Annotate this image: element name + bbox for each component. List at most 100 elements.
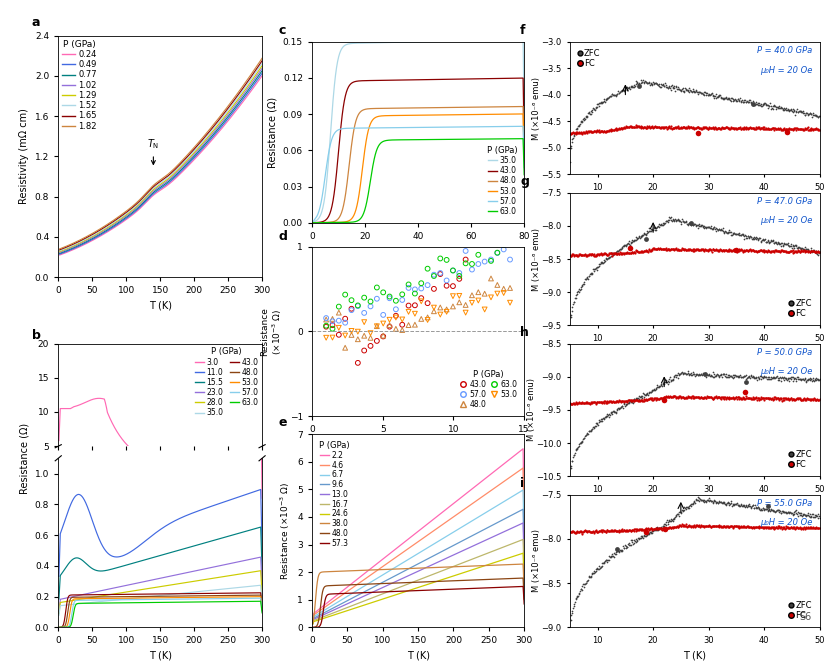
Point bbox=[491, 289, 504, 299]
Point bbox=[775, 238, 789, 248]
Point bbox=[706, 91, 719, 101]
Point bbox=[453, 274, 466, 285]
Point bbox=[666, 215, 679, 226]
Point bbox=[636, 74, 650, 85]
Point bbox=[724, 227, 737, 238]
Point bbox=[567, 600, 581, 611]
Point bbox=[673, 507, 686, 518]
Point bbox=[614, 86, 627, 97]
Point bbox=[670, 82, 683, 93]
Point bbox=[607, 90, 620, 101]
Point bbox=[610, 395, 623, 406]
Point bbox=[575, 127, 588, 138]
Point bbox=[575, 282, 588, 293]
Point bbox=[591, 397, 604, 407]
Point bbox=[459, 258, 473, 268]
Point bbox=[588, 105, 602, 115]
Point bbox=[666, 244, 679, 254]
Point bbox=[615, 243, 628, 254]
Point bbox=[769, 521, 782, 532]
Point bbox=[722, 93, 735, 103]
Point bbox=[755, 235, 769, 246]
Point bbox=[638, 531, 651, 541]
Point bbox=[570, 397, 583, 408]
Point bbox=[702, 221, 716, 232]
Point bbox=[622, 538, 636, 549]
Point bbox=[658, 523, 671, 534]
Point bbox=[711, 122, 724, 133]
Point bbox=[696, 244, 710, 255]
Point bbox=[602, 396, 616, 407]
Point bbox=[775, 395, 789, 406]
Point bbox=[771, 375, 785, 386]
Point bbox=[608, 549, 622, 560]
Point bbox=[745, 393, 759, 404]
Point bbox=[453, 268, 466, 278]
Point bbox=[620, 122, 633, 133]
Point bbox=[668, 513, 681, 523]
Point bbox=[756, 392, 770, 403]
Point bbox=[578, 525, 592, 536]
Point bbox=[755, 99, 768, 109]
Point bbox=[673, 391, 686, 401]
Point bbox=[779, 246, 792, 256]
Point bbox=[478, 227, 492, 238]
Point bbox=[617, 248, 631, 258]
Point bbox=[632, 523, 646, 534]
Point bbox=[764, 247, 777, 258]
Point bbox=[720, 93, 733, 104]
Point bbox=[728, 229, 741, 240]
Point bbox=[621, 397, 634, 408]
Point bbox=[683, 503, 696, 513]
Point bbox=[597, 248, 611, 259]
Point bbox=[746, 391, 760, 402]
Point bbox=[668, 121, 681, 132]
Point bbox=[592, 259, 606, 270]
Point bbox=[754, 99, 767, 110]
Point bbox=[783, 247, 796, 258]
Point bbox=[755, 122, 768, 133]
Point bbox=[805, 124, 819, 135]
Point bbox=[702, 88, 716, 99]
Point bbox=[805, 375, 819, 386]
Point bbox=[745, 234, 759, 244]
Point bbox=[666, 123, 679, 134]
Point bbox=[708, 393, 721, 404]
Point bbox=[701, 520, 714, 531]
Point bbox=[648, 525, 661, 535]
Point bbox=[706, 366, 720, 377]
Point bbox=[617, 123, 631, 134]
Point bbox=[641, 246, 655, 257]
Point bbox=[766, 123, 780, 134]
Point bbox=[761, 234, 775, 245]
Point bbox=[667, 81, 681, 91]
Point bbox=[730, 370, 744, 381]
Point bbox=[693, 392, 706, 403]
Point bbox=[612, 546, 625, 557]
Point bbox=[572, 527, 586, 537]
Point bbox=[708, 223, 721, 234]
Point bbox=[735, 244, 748, 255]
Point bbox=[690, 85, 703, 96]
Point bbox=[693, 493, 706, 503]
Point bbox=[761, 236, 775, 246]
Point bbox=[801, 109, 815, 120]
Point bbox=[636, 532, 649, 543]
X-axis label: T (K): T (K) bbox=[683, 650, 706, 660]
Point bbox=[798, 395, 811, 405]
Point bbox=[586, 397, 599, 407]
Point bbox=[797, 108, 810, 119]
Point bbox=[630, 395, 643, 405]
Point bbox=[611, 89, 624, 99]
Point bbox=[689, 122, 702, 133]
Point bbox=[332, 315, 345, 326]
Point bbox=[610, 124, 623, 135]
Point bbox=[674, 85, 687, 96]
Point bbox=[736, 229, 750, 240]
Point bbox=[790, 521, 804, 532]
Point bbox=[739, 123, 752, 134]
Point bbox=[597, 125, 611, 136]
Point bbox=[801, 393, 815, 404]
Point bbox=[503, 230, 517, 241]
Point bbox=[700, 368, 713, 379]
